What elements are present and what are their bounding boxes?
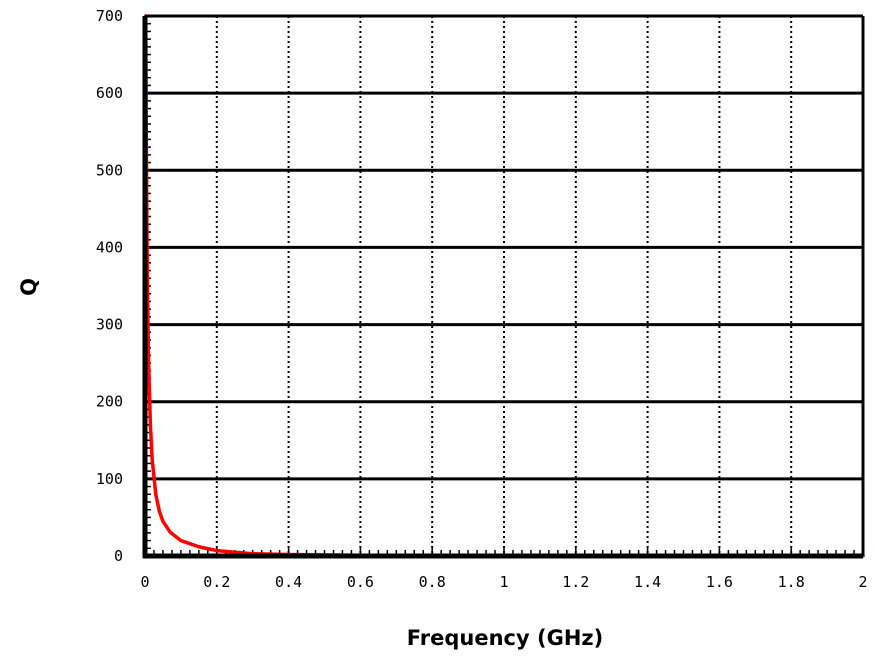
y-tick-label: 600 bbox=[96, 84, 123, 102]
y-axis-title: Q bbox=[17, 278, 41, 296]
x-tick-label: 1.2 bbox=[562, 573, 589, 591]
y-tick-label: 100 bbox=[96, 470, 123, 488]
tick-labels: 0 0.2 0.4 0.6 0.8 1 1.2 1.4 1.6 1.8 2 0 100 200 300 400… bbox=[96, 7, 868, 591]
grid bbox=[145, 16, 863, 556]
x-tick-label: 0.6 bbox=[347, 573, 374, 591]
x-tick-label: 1 bbox=[499, 573, 508, 591]
plot-frame bbox=[142, 14, 865, 559]
x-tick-label: 0.2 bbox=[203, 573, 230, 591]
x-axis-title: Frequency (GHz) bbox=[407, 626, 603, 650]
x-tick-label: 0.8 bbox=[419, 573, 446, 591]
x-tick-label: 1.8 bbox=[778, 573, 805, 591]
y-tick-label: 200 bbox=[96, 393, 123, 411]
y-tick-label: 700 bbox=[96, 7, 123, 25]
x-tick-label: 0.4 bbox=[275, 573, 302, 591]
y-tick-label: 500 bbox=[96, 161, 123, 179]
x-tick-label: 0 bbox=[140, 573, 149, 591]
x-tick-label: 1.4 bbox=[634, 573, 661, 591]
x-tick-label: 2 bbox=[858, 573, 867, 591]
y-tick-label: 400 bbox=[96, 238, 123, 256]
y-tick-label: 0 bbox=[114, 547, 123, 565]
y-tick-label: 300 bbox=[96, 316, 123, 334]
x-tick-label: 1.6 bbox=[706, 573, 733, 591]
